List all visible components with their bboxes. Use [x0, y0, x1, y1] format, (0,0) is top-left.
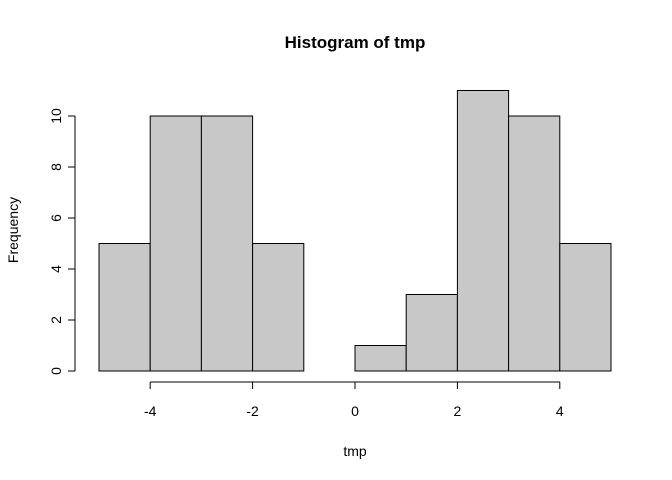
- y-tick-label: 8: [48, 163, 64, 171]
- histogram-bar: [149, 115, 202, 372]
- y-tick-label: 2: [48, 316, 64, 324]
- y-tick-label: 4: [48, 265, 64, 273]
- histogram-bar: [508, 115, 561, 372]
- histogram-bar: [200, 115, 254, 372]
- y-axis-label: Frequency: [5, 197, 21, 263]
- x-tick-label: 4: [556, 403, 564, 419]
- x-tick-label: -2: [246, 403, 259, 419]
- bars-group: [98, 90, 612, 372]
- y-tick-label: 0: [48, 367, 64, 375]
- chart-title: Histogram of tmp: [285, 33, 426, 52]
- x-axis-label: tmp: [343, 443, 367, 459]
- histogram-bar: [98, 243, 151, 372]
- x-axis: -4 -2 0 2 4: [144, 381, 564, 419]
- histogram-bar: [354, 345, 407, 372]
- x-tick-label: -4: [144, 403, 157, 419]
- y-tick-label: 6: [48, 214, 64, 222]
- histogram-bar: [559, 243, 612, 372]
- histogram-bar: [252, 243, 305, 372]
- histogram-bar: [405, 294, 458, 372]
- y-tick-label: 10: [48, 108, 64, 124]
- histogram-bar: [456, 90, 510, 372]
- y-axis: 0 2 4 6 8 10: [48, 108, 76, 375]
- x-tick-label: 2: [454, 403, 462, 419]
- x-tick-label: 0: [351, 403, 359, 419]
